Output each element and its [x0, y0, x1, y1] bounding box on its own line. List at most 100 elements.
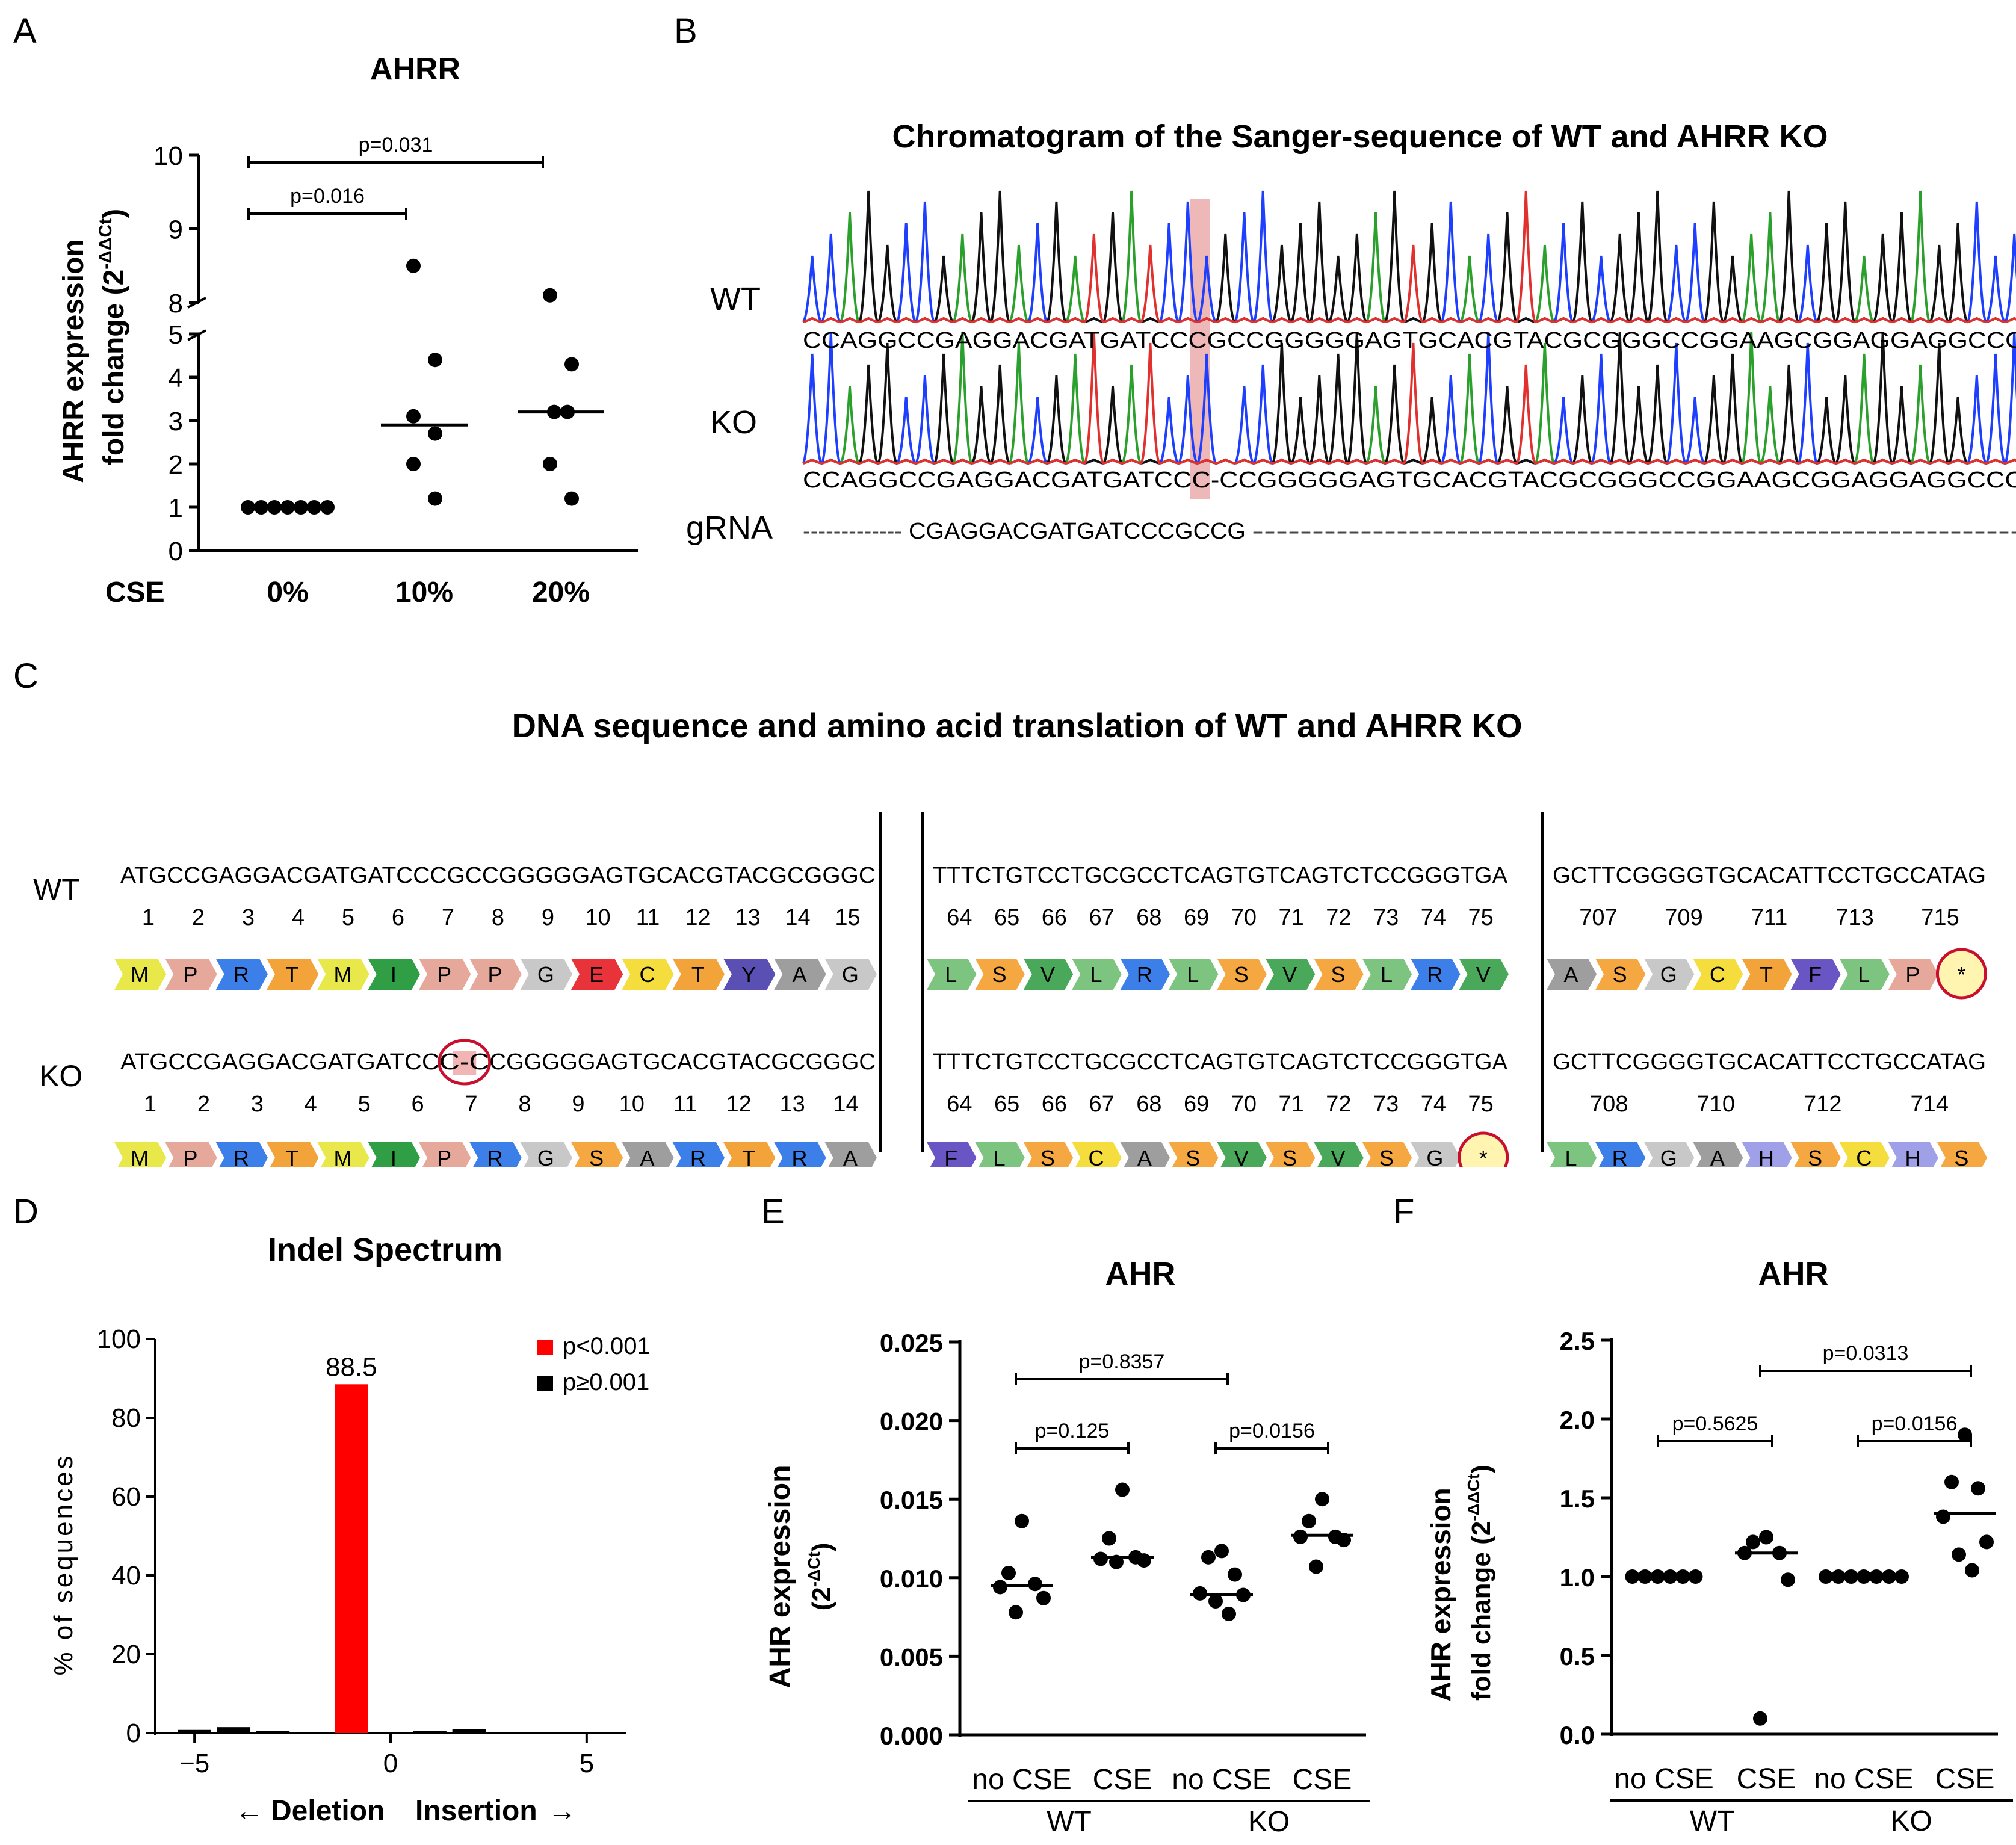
group-label: KO [1890, 1805, 1932, 1837]
p-value-label: p=0.0313 [1823, 1342, 1909, 1365]
x-tick-label: no CSE [1614, 1763, 1713, 1795]
codon-number: 13 [779, 1092, 805, 1117]
panel-letter-d: D [13, 1192, 39, 1231]
p-value-label: p=0.031 [359, 134, 433, 156]
y-tick-label: 2.5 [1560, 1327, 1595, 1355]
amino-acid-label: S [1186, 1146, 1200, 1167]
bar-value-label: 88.5 [326, 1352, 377, 1382]
codon-number: 7 [442, 905, 454, 930]
dna-sequence: ATGCCGAGGACGATGATCC [120, 1049, 439, 1075]
amino-acid-arrow [1547, 1142, 1597, 1167]
y-tick-label: 5 [169, 320, 183, 350]
data-point [1315, 1492, 1329, 1507]
dna-sequence: GCTTCGGGGTGCACATTCCTGCCATAG [1553, 863, 1986, 888]
codon-number: 8 [492, 905, 504, 930]
data-point [1093, 1551, 1108, 1566]
data-point [1625, 1569, 1640, 1584]
amino-acid-arrow [1217, 959, 1267, 990]
amino-acid-label: G [1660, 1146, 1677, 1167]
amino-acid-label: L [1565, 1146, 1577, 1167]
amino-acid-label: L [1858, 962, 1870, 987]
y-tick-label: 0.005 [880, 1643, 943, 1671]
data-point [1781, 1572, 1795, 1587]
codon-number: 1 [142, 905, 155, 930]
x-axis-label-deletion: Deletion [271, 1795, 385, 1827]
amino-acid-label: C [640, 962, 655, 987]
x-tick-label: 0% [267, 576, 308, 608]
chart-title: Indel Spectrum [268, 1232, 502, 1268]
codon-number: 10 [585, 905, 610, 930]
grna-sequence: CGAGGACGATGATCCCGCCG [909, 519, 1246, 544]
amino-acid-arrow [165, 1142, 217, 1167]
codon-number: 72 [1326, 1092, 1351, 1117]
data-point [1979, 1534, 1994, 1550]
y-tick-label: 1 [169, 493, 183, 523]
codon-number: 69 [1184, 905, 1209, 930]
amino-acid-label: L [994, 1146, 1006, 1167]
y-tick-label: 0.0 [1560, 1721, 1595, 1749]
data-point [1028, 1577, 1042, 1592]
dna-deletion-site: C-C [439, 1049, 490, 1075]
codon-number: 70 [1231, 905, 1257, 930]
amino-acid-label: M [131, 1146, 149, 1167]
ahr-expression-chart: AHR 0.000 0.005 0.010 0.015 0.020 0.025 no CSE… [764, 1256, 1370, 1838]
amino-acid-arrow [1120, 1142, 1170, 1167]
codon-number: 71 [1278, 1092, 1303, 1117]
y-tick-label: 0.000 [880, 1722, 943, 1750]
amino-acid-arrow [1742, 959, 1792, 990]
amino-acid-arrow [267, 959, 319, 990]
data-point [1746, 1534, 1760, 1550]
data-point [1971, 1481, 1985, 1496]
amino-acid-arrow [672, 959, 725, 990]
data-point [564, 491, 579, 506]
amino-acid-arrow [1888, 959, 1938, 990]
dna-sequence: TTTCTGTCCTGCGCCTCAGTGTCAGTCTCCGGGTGA [933, 1049, 1508, 1075]
codon-number: 708 [1590, 1092, 1628, 1117]
data-point [1894, 1569, 1909, 1584]
amino-acid-arrow [1547, 959, 1597, 990]
amino-acid-arrow [571, 959, 623, 990]
amino-acid-label: I [391, 1146, 397, 1167]
amino-acid-label: Y [741, 962, 756, 987]
codon-number: 66 [1042, 905, 1067, 930]
amino-acid-arrow [824, 1142, 877, 1167]
dna-sequence: TTTCTGTCCTGCGCCTCAGTGTCAGTCTCCGGGTGA [933, 863, 1508, 888]
amino-acid-arrow [368, 1142, 420, 1167]
codon-number: 9 [542, 905, 554, 930]
data-point [428, 491, 442, 506]
stop-codon-circle [1935, 948, 1987, 1000]
amino-acid-label: V [1282, 962, 1297, 987]
codon-number: 66 [1042, 1092, 1067, 1117]
amino-acid-arrow [774, 1142, 826, 1167]
codon-number: 71 [1278, 905, 1303, 930]
arrow-left: ← [235, 1795, 264, 1827]
x-tick-label: −5 [179, 1749, 209, 1778]
amino-acid-arrow [317, 1142, 369, 1167]
amino-acid-arrow [723, 1142, 776, 1167]
data-point [1001, 1565, 1016, 1580]
amino-acid-arrow [1072, 1142, 1122, 1167]
amino-acid-label: F [944, 1146, 957, 1167]
amino-acid-label: P [183, 962, 197, 987]
codon-number: 2 [197, 1092, 210, 1117]
data-point [1759, 1530, 1773, 1545]
ko-sequence: CCAGGCCGAGGACGATGATCCC-CCGGGGGAGTGCACGTA… [803, 468, 2016, 493]
p-value-label: p=0.8357 [1079, 1350, 1165, 1373]
codon-number: 11 [636, 905, 660, 930]
amino-acid-label: P [183, 1146, 197, 1167]
amino-acid-label: H [1905, 1146, 1920, 1167]
codon-number: 10 [619, 1092, 645, 1117]
amino-acid-label: P [487, 962, 502, 987]
amino-acid-arrow [1023, 959, 1074, 990]
codon-number: 707 [1579, 905, 1617, 930]
codon-number: 712 [1804, 1092, 1841, 1117]
amino-acid-label: T [742, 1146, 755, 1167]
amino-acid-label: C [1088, 1146, 1104, 1167]
data-point [1015, 1513, 1029, 1528]
wt-sequence: CCAGGCCGAGGACGATGATCCCGCCGGGGGAGTGCACGTA… [803, 328, 2016, 353]
amino-acid-label: A [792, 962, 806, 987]
amino-acid-arrow [1023, 1142, 1074, 1167]
amino-acid-arrow [927, 1142, 977, 1167]
amino-acid-label: G [537, 1146, 554, 1167]
y-axis-label-line1: AHR expression [1425, 1488, 1456, 1701]
